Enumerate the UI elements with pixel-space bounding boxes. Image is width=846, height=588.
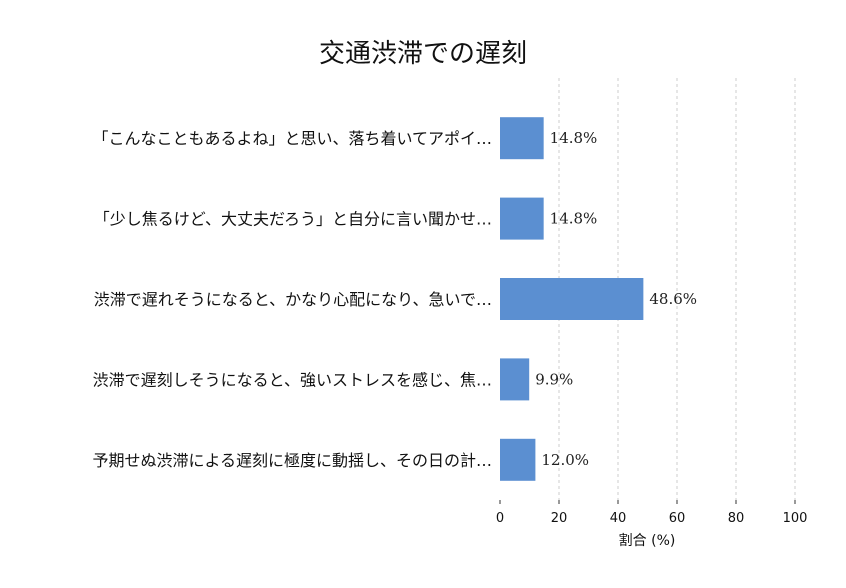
category-label: 渋滞で遅刻しそうになると、強いストレスを感じ、焦… [93,370,492,389]
x-axis-ticks: 0 20 40 60 80 100 [496,500,808,526]
category-label: 「こんなこともあるよね」と思い、落ち着いてアポイ… [92,129,492,148]
bar [500,117,544,160]
x-tick-label: 80 [728,511,745,526]
bar [500,358,530,401]
category-labels: 「こんなこともあるよね」と思い、落ち着いてアポイ… 「少し焦るけど、大丈夫だろう」… [92,129,492,470]
chart-title: 交通渋滞での遅刻 [319,39,527,69]
bar [500,278,644,320]
bar [500,438,536,481]
x-tick-label: 60 [669,511,686,526]
value-labels: 14.8% 14.8% 48.6% 9.9% 12.0% [535,129,697,469]
value-label: 48.6% [649,290,697,308]
bar [500,197,544,240]
x-tick-label: 100 [783,511,808,526]
category-label: 渋滞で遅れそうになると、かなり心配になり、急いで… [94,290,492,309]
category-label: 予期せぬ渋滞による遅刻に極度に動揺し、その日の計… [92,451,492,470]
value-label: 14.8% [550,210,598,228]
value-label: 12.0% [541,451,589,469]
x-axis-label: 割合 (%) [619,532,676,549]
x-tick-label: 0 [496,511,504,526]
bars [500,117,644,481]
x-tick-label: 40 [610,511,627,526]
value-label: 9.9% [535,370,573,388]
x-tick-label: 20 [551,511,568,526]
category-label: 「少し焦るけど、大丈夫だろう」と自分に言い聞かせ… [94,210,492,229]
value-label: 14.8% [550,129,598,147]
